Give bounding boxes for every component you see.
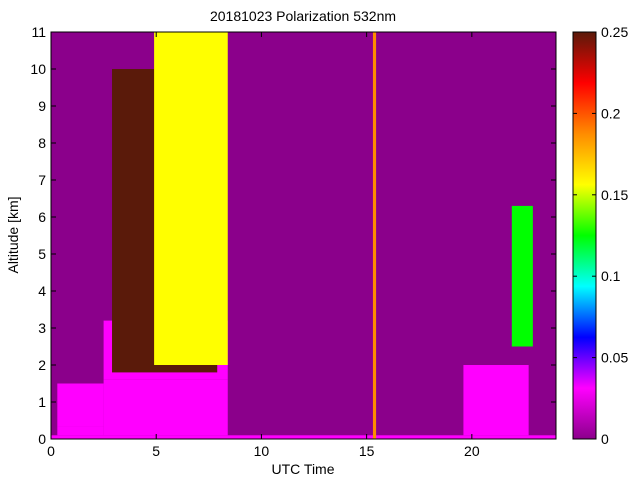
y-tick-label: 5 — [38, 246, 46, 262]
colorbar-tick-label: 0.2 — [601, 105, 621, 121]
colorbar-tick-label: 0.1 — [601, 268, 621, 284]
y-tick-label: 0 — [38, 431, 46, 447]
colorbar-tick-label: 0.15 — [601, 187, 628, 203]
heatmap-cell-afternoon-cloud — [511, 205, 533, 347]
y-axis-label: Altitude [km] — [5, 196, 21, 273]
heatmap-cell-early-boundary-layer — [57, 426, 104, 436]
y-tick-label: 1 — [38, 394, 46, 410]
heatmap-layer — [51, 32, 556, 439]
heatmap-cell-vertical-streak — [372, 32, 377, 439]
colorbar-tick-label: 0 — [601, 431, 609, 447]
heatmap-cell-surface-layer — [51, 435, 556, 439]
y-tick-label: 9 — [38, 98, 46, 114]
colorbar-tick-label: 0.05 — [601, 350, 628, 366]
colorbar — [572, 31, 597, 440]
x-tick-label: 20 — [464, 443, 480, 459]
x-tick-label: 5 — [152, 443, 160, 459]
x-axis-ticks: 0 5 10 15 20 — [47, 32, 480, 459]
y-tick-label: 2 — [38, 357, 46, 373]
x-tick-label: 0 — [47, 443, 55, 459]
heatmap-cell-boundary-layer-haze — [103, 379, 228, 436]
chart-title: 20181023 Polarization 532nm — [210, 8, 396, 24]
x-tick-label: 15 — [359, 443, 375, 459]
x-axis-label: UTC Time — [272, 461, 335, 477]
y-tick-label: 3 — [38, 320, 46, 336]
y-tick-label: 11 — [31, 24, 46, 40]
heatmap-cell-noisy-high-signal — [154, 32, 228, 365]
colorbar-tick-label: 0.25 — [601, 24, 628, 40]
y-axis-ticks: 0 1 2 3 4 5 6 7 8 9 10 11 — [30, 24, 556, 447]
colorbar-ticks: 0 0.05 0.1 0.15 0.2 0.25 — [573, 24, 628, 447]
y-tick-label: 8 — [38, 135, 46, 151]
plot-frame — [50, 31, 557, 440]
y-tick-label: 7 — [38, 172, 46, 188]
heatmap-cell-afternoon-aerosol — [463, 365, 529, 436]
heatmap-cell-sparse-aerosol — [57, 383, 104, 427]
y-tick-label: 6 — [38, 209, 46, 225]
x-tick-label: 10 — [254, 443, 270, 459]
y-tick-label: 10 — [30, 61, 46, 77]
y-tick-label: 4 — [38, 283, 46, 299]
